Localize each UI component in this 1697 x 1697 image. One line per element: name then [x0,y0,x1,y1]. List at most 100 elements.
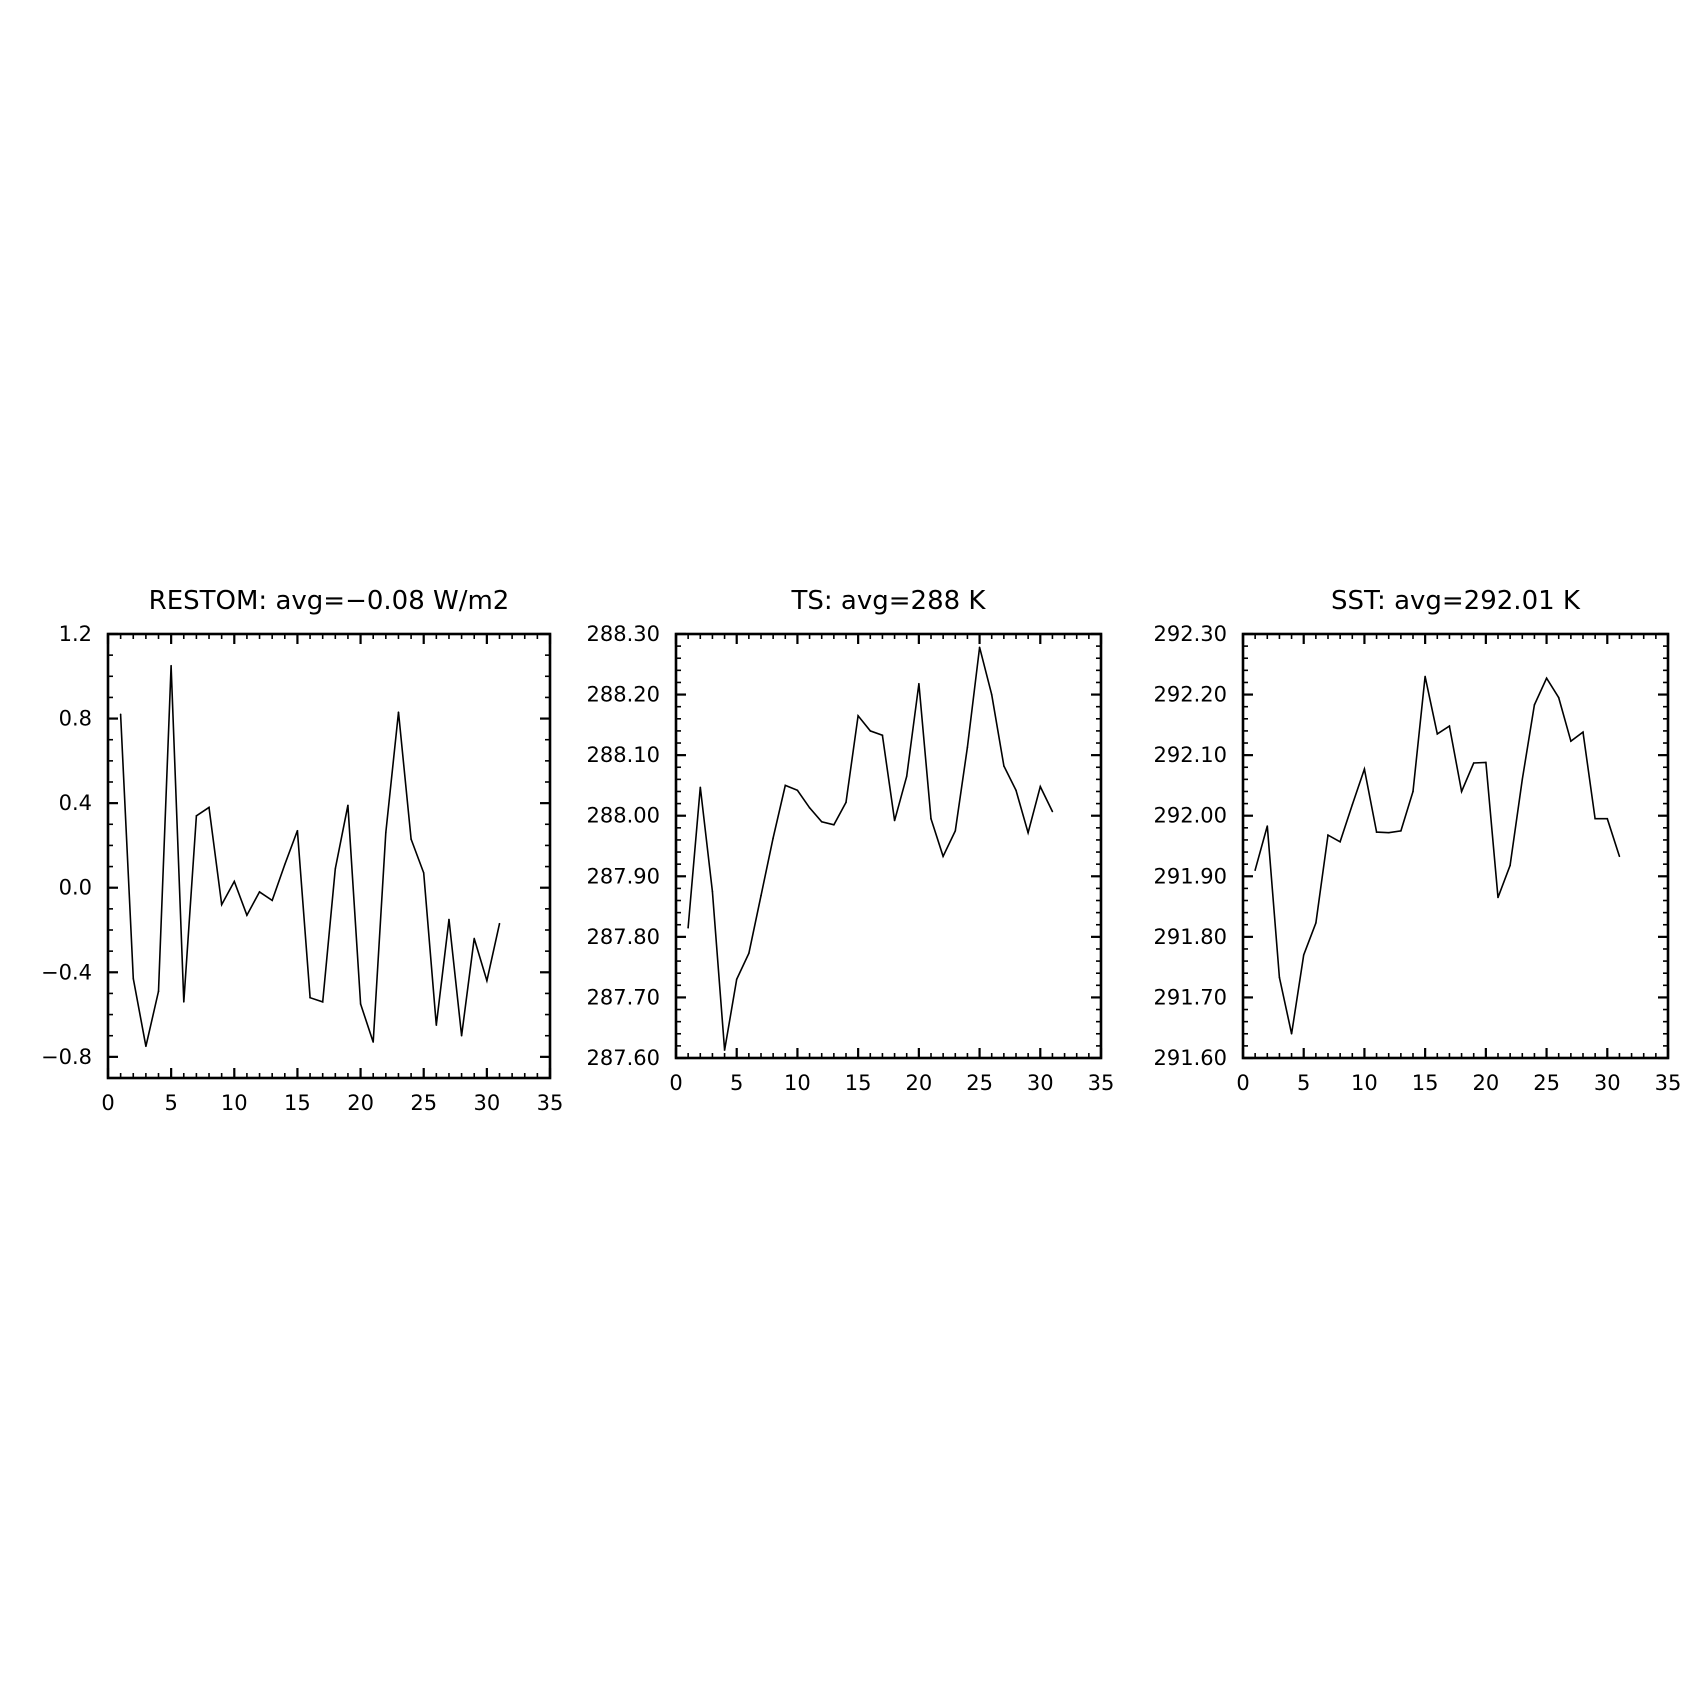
sst-data-point [1278,976,1281,979]
restom-x-tick-label: 30 [473,1091,500,1115]
ts-x-tick-label: 15 [845,1071,872,1095]
ts-data-point [735,978,738,981]
restom-data-point [372,1041,375,1043]
ts-data-point [687,926,689,929]
restom-panel: RESTOM: avg=−0.08 W/m2 0 5 10 15 20 25 30 35 −0.… [41,586,563,1115]
sst-x-tick-label: 5 [1297,1071,1310,1095]
sst-data-point [1412,790,1414,793]
sst-y-tick-label: 292.00 [1154,804,1227,828]
sst-data-point [1387,831,1390,834]
sst-y-tick-label: 291.90 [1154,864,1227,888]
ts-data-point [942,855,944,858]
sst-x-tick-label: 10 [1351,1071,1378,1095]
sst-data-point [1582,731,1584,733]
restom-data-point [195,815,198,817]
sst-data-point [1509,864,1511,867]
ts-data-point [954,830,957,832]
restom-data-point [132,977,135,980]
ts-data-point [1003,765,1005,767]
sst-data-point [1436,733,1439,735]
ts-data-point [711,890,714,893]
restom-data-point [473,937,476,940]
sst-data-point [1266,825,1269,827]
sst-x-tick-label: 25 [1533,1071,1560,1095]
restom-y-tick-label: 0.8 [59,707,92,731]
sst-data-point [1460,790,1463,793]
ts-x-tick-label: 20 [905,1071,932,1095]
ts-data-point [930,817,932,820]
sst-data-point [1254,869,1256,872]
ts-data-point [796,789,799,792]
ts-data-point [699,786,702,789]
ts-y-tick-label: 287.70 [587,985,660,1009]
ts-y-tick-label: 287.80 [587,925,660,949]
ts-series-line [687,647,1054,1051]
ts-y-tick-label: 287.60 [587,1046,660,1070]
restom-x-tick-label: 15 [284,1091,311,1115]
restom-data-point [448,918,450,921]
restom-data-point [170,664,172,667]
sst-data-point [1533,704,1536,706]
sst-x-tick-label: 0 [1236,1071,1249,1095]
ts-data-point [1039,785,1042,788]
ts-panel: TS: avg=288 K 0 5 10 15 20 25 30 35 287.60 287.70… [587,586,1115,1095]
restom-data-point [258,891,261,893]
sst-data-point [1570,740,1572,743]
restom-data-point [321,1001,324,1003]
ts-data-point [845,801,847,804]
sst-series-line [1254,676,1621,1034]
sst-data-point [1521,778,1524,781]
ts-y-tick-label: 288.30 [587,622,660,646]
sst-data-point [1363,768,1366,770]
sst-plot-frame [1241,632,1670,1060]
ts-plot-frame [674,632,1103,1060]
sst-x-tick-label: 20 [1472,1071,1499,1095]
ts-y-tick-label: 288.10 [587,743,660,767]
sst-data-point [1618,855,1621,858]
sst-y-tick-label: 291.80 [1154,925,1227,949]
sst-data-point [1497,896,1499,899]
restom-data-point [347,804,349,807]
sst-y-tick-label: 291.60 [1154,1046,1227,1070]
sst-data-point [1302,954,1305,956]
sst-data-point [1327,834,1329,836]
sst-x-tick-label: 35 [1655,1071,1682,1095]
sst-data-point [1472,762,1475,764]
restom-data-point [157,990,160,993]
ts-data-point [881,734,884,736]
restom-data-point [271,899,273,902]
sst-data-point [1545,677,1548,680]
ts-data-point [723,1049,726,1051]
sst-x-tick-label: 15 [1412,1071,1439,1095]
sst-data-point [1448,725,1451,727]
ts-data-point [808,807,811,809]
restom-data-point [334,867,337,870]
ts-data-point [1027,831,1029,834]
ts-x-tick-label: 0 [669,1071,682,1095]
sst-data-point [1400,830,1402,832]
ts-data-point [966,746,969,749]
ts-data-point [748,952,750,955]
restom-data-point [309,996,311,999]
sst-data-point [1351,804,1354,806]
restom-x-tick-label: 25 [410,1091,437,1115]
restom-data-point [422,872,425,874]
sst-data-point [1424,675,1426,678]
sst-x-tick-label: 30 [1594,1071,1621,1095]
ts-data-point [1051,810,1054,813]
ts-data-point [1015,789,1017,792]
ts-y-tick-label: 288.00 [587,804,660,828]
restom-y-tick-label: 1.2 [59,622,92,646]
ts-x-tick-label: 25 [966,1071,993,1095]
restom-data-point [435,1024,438,1026]
restom-data-point [359,1003,362,1005]
restom-data-point [119,713,122,716]
restom-data-point [498,922,501,925]
ts-data-point [869,730,872,732]
restom-data-point [460,1034,463,1037]
ts-data-point [772,837,774,839]
restom-x-tick-label: 20 [347,1091,374,1115]
restom-data-point [182,1001,185,1003]
ts-data-point [990,693,993,696]
ts-data-point [833,824,835,826]
